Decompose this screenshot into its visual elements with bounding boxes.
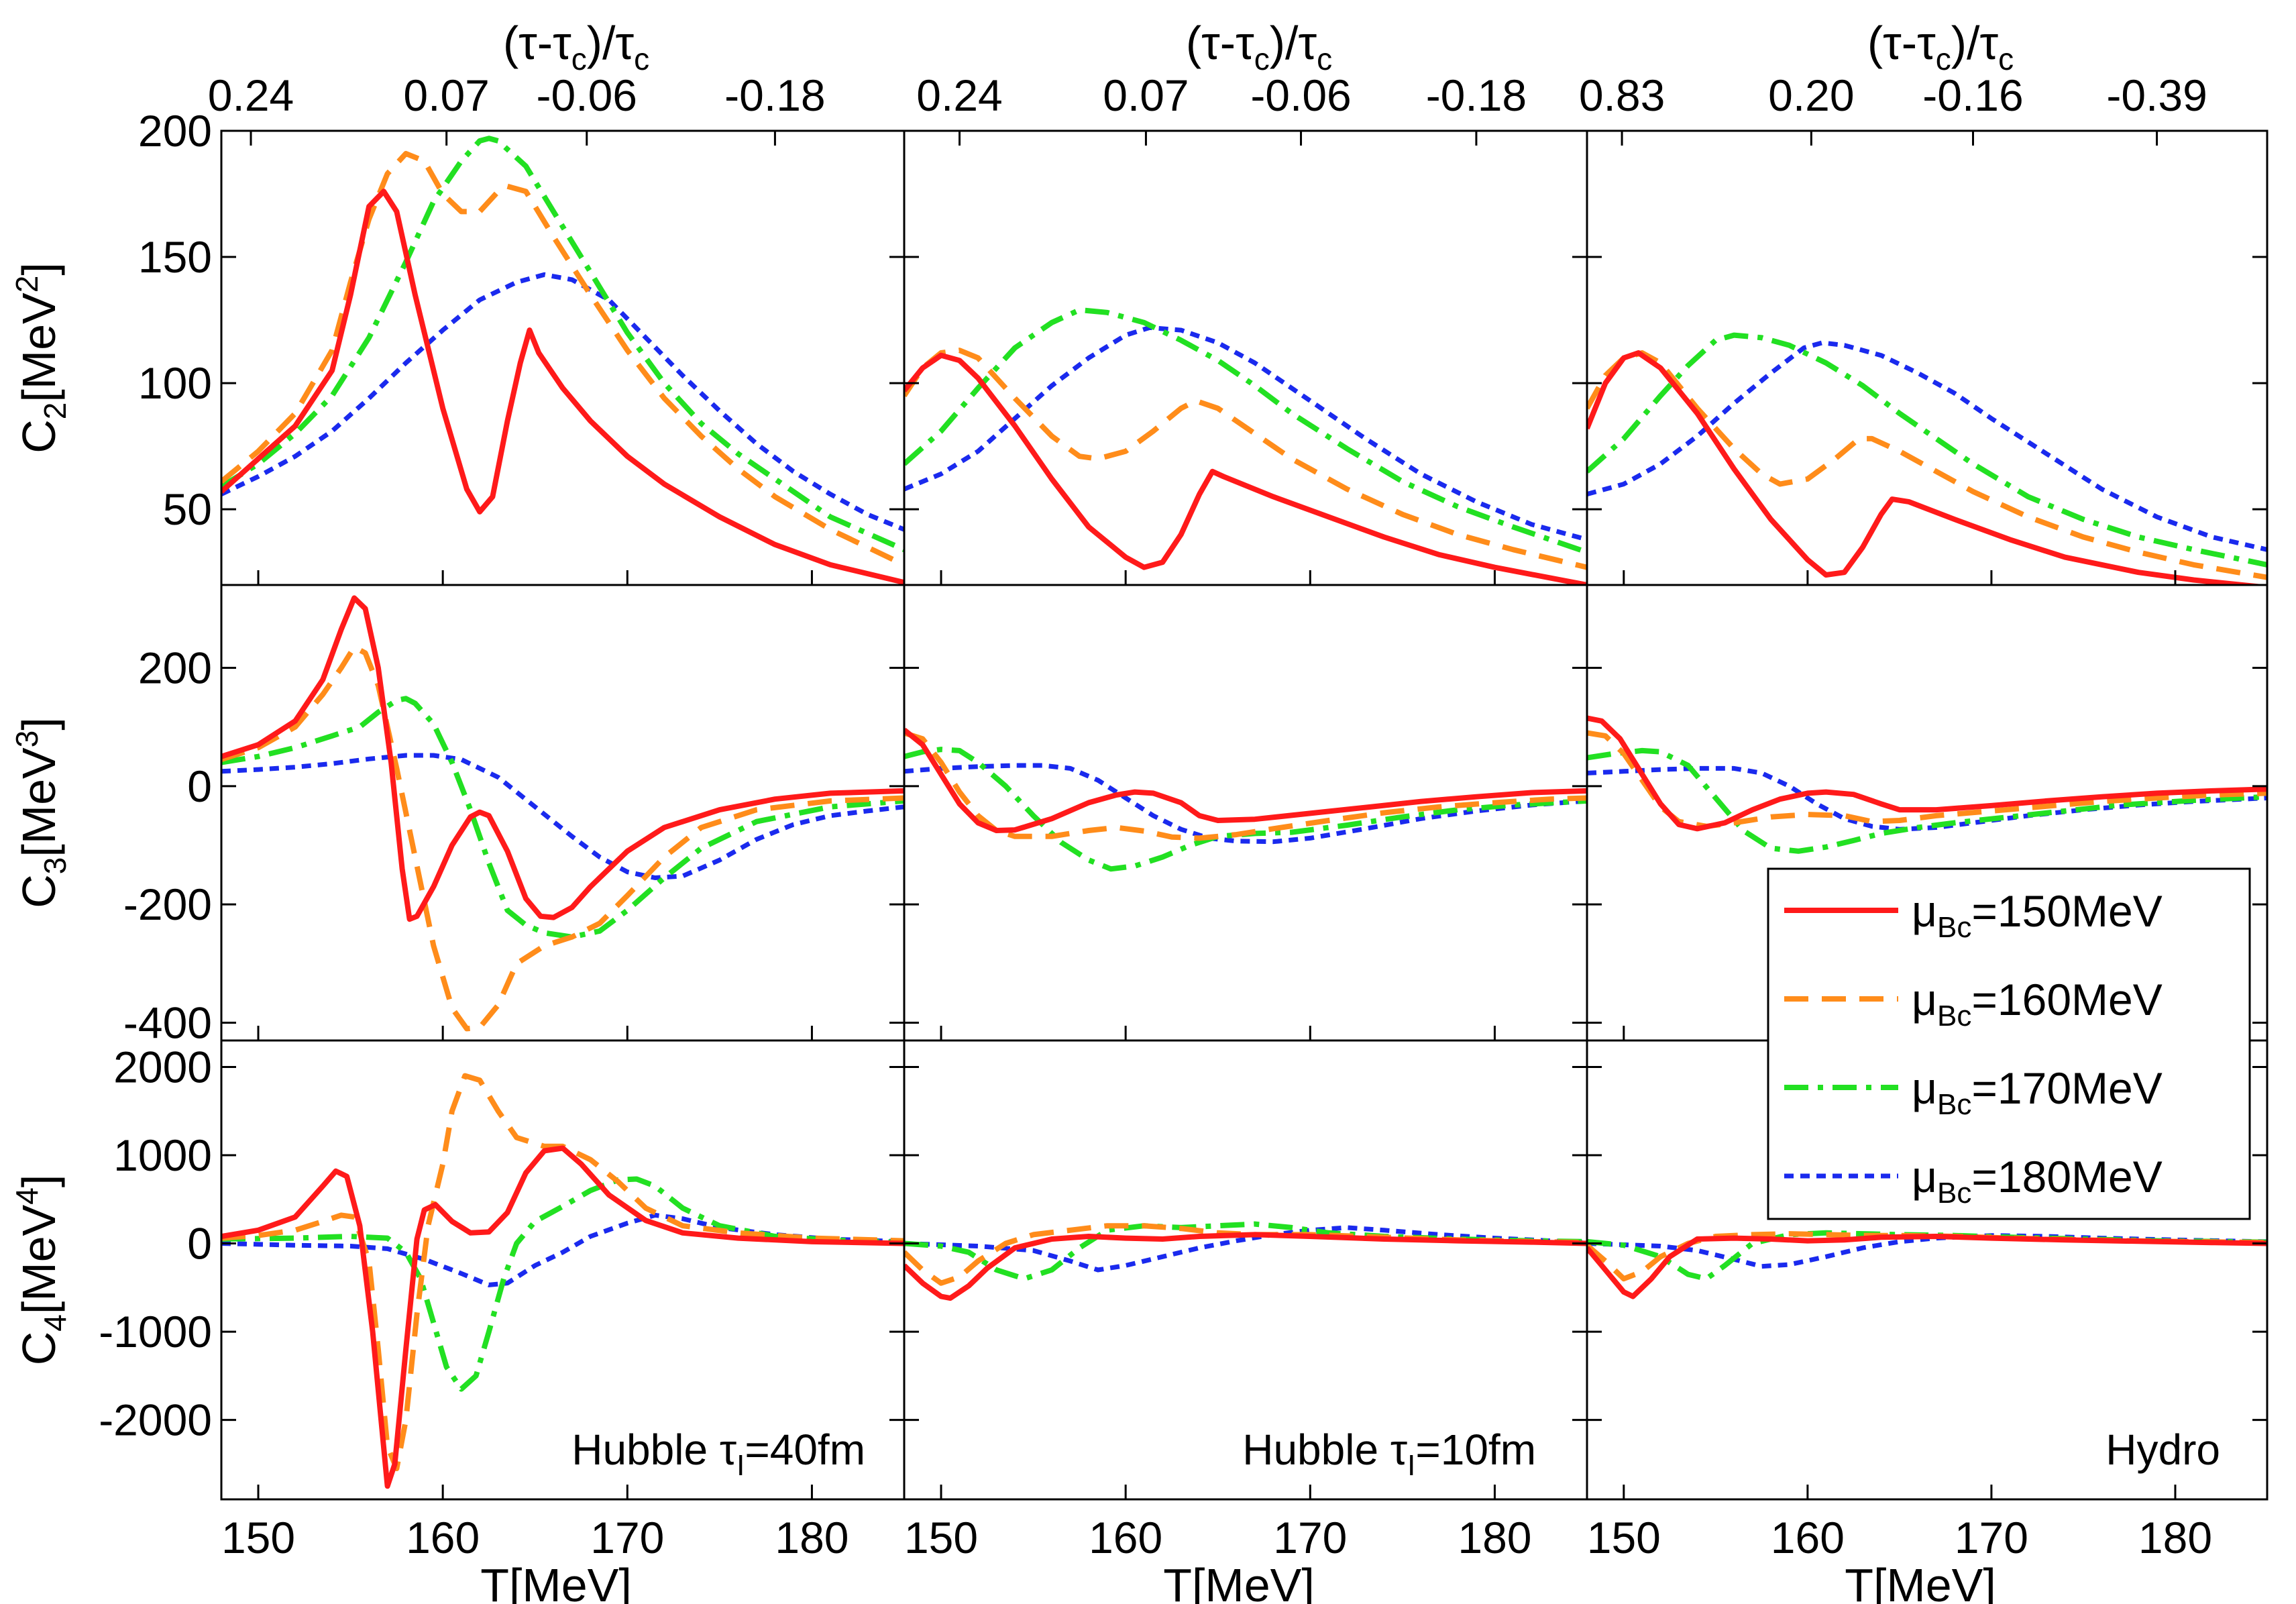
series-170-r0-c2 [1587, 332, 2267, 568]
top-axis-title: (τ-τc)/τc [1867, 17, 2014, 76]
x-tick-label: 180 [2138, 1513, 2212, 1562]
legend-label-170: μBc=170MeV [1912, 1063, 2163, 1121]
top-tick-label: -0.16 [1922, 70, 2023, 120]
y-tick-label: -2000 [99, 1395, 212, 1445]
x-tick-label: 150 [904, 1513, 978, 1562]
y-tick-label: 100 [138, 358, 212, 408]
top-axis-title: (τ-τc)/τc [503, 17, 649, 76]
top-tick-label: -0.06 [1250, 70, 1351, 120]
series-180-r0-c2 [1587, 340, 2267, 552]
panel-0-2 [1587, 332, 2267, 585]
top-tick-label: 0.07 [1103, 70, 1189, 120]
panel-0-1 [904, 307, 1587, 585]
x-tick-label: 160 [1771, 1513, 1845, 1562]
series-160-r2-c1 [904, 1223, 1587, 1286]
top-tick-label: 0.20 [1768, 70, 1854, 120]
series-150-r2-c2 [1587, 1234, 2267, 1299]
y-axis-title-C4: C4[MeV4] [9, 1175, 72, 1366]
panel-frame-0-0 [220, 129, 906, 586]
x-tick-label: 170 [1273, 1513, 1347, 1562]
series-160-r0-c2 [1587, 350, 2267, 580]
panel-1-2 [1587, 715, 2267, 854]
series-150-r0-c1 [904, 352, 1587, 585]
x-tick-label: 170 [1955, 1513, 2028, 1562]
series-180-r1-c0 [221, 753, 904, 880]
x-tick-label: 180 [775, 1513, 849, 1562]
x-tick-label: 160 [406, 1513, 480, 1562]
series-170-r2-c0 [221, 1176, 904, 1392]
top-axis-title: (τ-τc)/τc [1186, 17, 1332, 76]
series-170-r1-c0 [221, 696, 904, 940]
series-160-r1-c0 [221, 644, 904, 1032]
y-tick-label: -1000 [99, 1307, 212, 1356]
panel-2-1 [904, 1221, 1587, 1301]
series-160-r1-c1 [904, 730, 1587, 841]
series-150-r2-c1 [904, 1232, 1587, 1301]
y-tick-label: 1000 [113, 1130, 212, 1180]
panel-frame-0-2 [1586, 129, 2268, 586]
series-150-r2-c0 [221, 1145, 904, 1489]
y-tick-label: 50 [163, 484, 212, 534]
series-170-r0-c1 [904, 307, 1587, 555]
top-tick-label: -0.06 [537, 70, 637, 120]
x-tick-label: 170 [590, 1513, 664, 1562]
x-tick-label: 150 [221, 1513, 295, 1562]
top-tick-label: 0.83 [1579, 70, 1665, 120]
series-150-r1-c2 [1587, 715, 2267, 832]
panel-label-1: Hubble τI=10fm [1242, 1426, 1536, 1482]
legend-label-180: μBc=180MeV [1912, 1152, 2163, 1210]
top-tick-label: -0.18 [1426, 70, 1527, 120]
x-tick-label: 150 [1587, 1513, 1661, 1562]
panel-2-0 [221, 1073, 904, 1489]
series-160-r1-c2 [1587, 730, 2267, 829]
series-180-r2-c0 [221, 1212, 904, 1287]
x-axis-title: T[MeV] [1845, 1559, 1996, 1604]
y-tick-label: -200 [123, 879, 212, 929]
series-150-r0-c2 [1587, 350, 2267, 585]
top-tick-label: 0.24 [208, 70, 294, 120]
y-axis-title-C2: C2[MeV2] [9, 262, 72, 453]
panel-0-0 [221, 136, 904, 585]
y-tick-label: 2000 [113, 1042, 212, 1091]
panel-label-0: Hubble τI=40fm [571, 1426, 865, 1482]
x-axis-title: T[MeV] [1163, 1559, 1315, 1604]
series-180-r1-c1 [904, 763, 1587, 845]
y-tick-label: 200 [138, 643, 212, 692]
legend: μBc=150MeV μBc=160MeV μBc=170MeV μBc=180MeV [1767, 867, 2251, 1220]
panel-2-2 [1587, 1230, 2267, 1299]
top-tick-label: -0.39 [2106, 70, 2207, 120]
series-170-r1-c1 [904, 747, 1587, 872]
panel-frame-1-1 [903, 584, 1588, 1042]
y-tick-label: 0 [187, 1219, 212, 1269]
y-tick-label: 0 [187, 761, 212, 811]
x-tick-label: 180 [1458, 1513, 1531, 1562]
series-180-r2-c1 [904, 1225, 1587, 1273]
series-180-r0-c1 [904, 325, 1587, 542]
x-axis-title: T[MeV] [480, 1559, 632, 1604]
panel-label-2: Hydro [2106, 1426, 2220, 1474]
series-170-r0-c0 [221, 136, 904, 552]
panel-1-1 [904, 727, 1587, 872]
series-160-r0-c1 [904, 347, 1587, 570]
series-160-r2-c0 [221, 1073, 904, 1471]
series-150-r1-c1 [904, 727, 1587, 833]
top-tick-label: 0.07 [403, 70, 489, 120]
y-axis-title-C3: C3[MeV3] [9, 717, 72, 908]
series-160-r0-c0 [221, 150, 904, 568]
series-150-r0-c0 [221, 189, 904, 585]
y-tick-label: 200 [138, 106, 212, 156]
x-tick-label: 160 [1089, 1513, 1162, 1562]
series-150-r1-c0 [221, 595, 904, 922]
top-tick-label: -0.18 [724, 70, 825, 120]
y-tick-label: -400 [123, 998, 212, 1048]
top-tick-label: 0.24 [916, 70, 1002, 120]
series-180-r0-c0 [221, 272, 904, 532]
panel-1-0 [221, 595, 904, 1032]
legend-label-160: μBc=160MeV [1912, 975, 2163, 1032]
y-tick-label: 150 [138, 232, 212, 282]
series-170-r1-c2 [1587, 747, 2267, 854]
legend-label-150: μBc=150MeV [1912, 886, 2163, 944]
